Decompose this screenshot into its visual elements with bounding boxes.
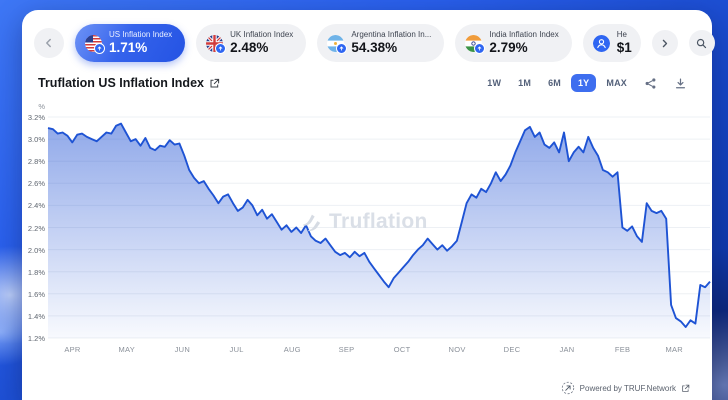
- external-link-icon: [682, 384, 690, 392]
- range-button-6m[interactable]: 6M: [548, 78, 561, 88]
- y-axis-label: 2.0%: [27, 245, 45, 255]
- x-axis-label: MAY: [118, 345, 136, 354]
- x-axis-label: JUN: [174, 345, 191, 354]
- card-label: He: [616, 30, 627, 40]
- card-india-inflation[interactable]: India Inflation Index 2.79%: [455, 24, 572, 62]
- app-window: US Inflation Index 1.71%: [22, 10, 715, 400]
- prev-cards-button[interactable]: [34, 28, 64, 58]
- page-title-text: Truflation US Inflation Index: [38, 76, 204, 90]
- range-button-1w[interactable]: 1W: [487, 78, 502, 88]
- card-label: UK Inflation Index: [230, 30, 294, 40]
- chevron-right-icon: [663, 39, 668, 47]
- y-axis-label: 3.0%: [27, 135, 45, 145]
- x-axis-label: NOV: [448, 345, 466, 354]
- range-button-max[interactable]: MAX: [606, 78, 627, 88]
- india-flag-icon: [465, 34, 486, 54]
- card-label: Argentina Inflation In...: [351, 30, 432, 40]
- chart-header-row: Truflation US Inflation Index 1W 1M 6M 1Y MA…: [38, 71, 694, 95]
- external-link-icon[interactable]: [209, 78, 220, 89]
- trend-badge-icon: [215, 42, 227, 54]
- powered-by-text: Powered by TRUF.Network: [579, 383, 676, 393]
- y-axis-label: 2.2%: [27, 223, 45, 233]
- y-axis-label: 1.4%: [27, 311, 45, 321]
- x-axis-label: DEC: [503, 345, 521, 354]
- range-buttons: 1W 1M 6M 1Y MAX: [480, 74, 634, 92]
- series-line: [47, 122, 711, 328]
- y-axis-label: 1.8%: [27, 267, 45, 277]
- x-axis-label: JAN: [559, 345, 575, 354]
- card-label: India Inflation Index: [489, 30, 559, 40]
- uk-flag-icon: [206, 34, 227, 54]
- card-value: 2.48%: [230, 39, 269, 55]
- y-axis-label: 2.8%: [27, 157, 45, 167]
- y-axis-label: 2.6%: [27, 179, 45, 189]
- chevron-left-icon: [46, 38, 51, 48]
- x-axis-label: SEP: [338, 345, 355, 354]
- truf-network-logo-icon: [561, 381, 574, 395]
- trend-badge-icon: [336, 42, 348, 54]
- card-value: 54.38%: [351, 39, 398, 55]
- card-value: 2.79%: [489, 39, 528, 55]
- download-button[interactable]: [667, 75, 694, 92]
- x-axis-label: AUG: [283, 345, 301, 354]
- trend-badge-icon: [474, 42, 486, 54]
- card-value: 1.71%: [109, 39, 148, 55]
- argentina-flag-icon: [327, 34, 348, 54]
- x-axis-label: OCT: [393, 345, 411, 354]
- share-button[interactable]: [637, 75, 664, 92]
- page-title: Truflation US Inflation Index: [38, 76, 220, 90]
- next-cards-button[interactable]: [651, 30, 678, 56]
- x-axis-label: MAR: [665, 345, 684, 354]
- card-argentina-inflation[interactable]: Argentina Inflation In... 54.38%: [317, 24, 445, 62]
- x-axis-label: APR: [64, 345, 81, 354]
- search-icon: [697, 38, 707, 48]
- y-axis-label: 1.6%: [27, 289, 45, 299]
- share-icon: [645, 77, 656, 89]
- range-button-1m[interactable]: 1M: [518, 78, 532, 88]
- download-icon: [675, 77, 686, 88]
- card-label: US Inflation Index: [109, 30, 173, 40]
- powered-by[interactable]: Powered by TRUF.Network: [561, 381, 690, 395]
- range-button-1y[interactable]: 1Y: [570, 74, 597, 92]
- range-selector: 1W 1M 6M 1Y MAX: [480, 74, 694, 92]
- person-icon: [592, 34, 610, 52]
- series-area: [48, 123, 710, 338]
- trend-badge-icon: [94, 42, 105, 54]
- card-partial[interactable]: He $1: [582, 24, 641, 62]
- search-button[interactable]: [688, 30, 715, 56]
- card-value: $1: [616, 39, 632, 55]
- y-axis-label: 2.4%: [27, 201, 45, 211]
- x-axis-label: FEB: [614, 345, 631, 354]
- x-axis-label: JUL: [229, 345, 244, 354]
- y-axis-unit: %: [38, 102, 45, 111]
- index-cards-bar: US Inflation Index 1.71%: [34, 23, 715, 63]
- y-axis-label: 1.2%: [27, 334, 45, 343]
- card-us-inflation[interactable]: US Inflation Index 1.71%: [75, 24, 186, 62]
- y-axis-label: 3.2%: [27, 113, 45, 122]
- card-uk-inflation[interactable]: UK Inflation Index 2.48%: [196, 24, 307, 62]
- inflation-area-chart[interactable]: [47, 116, 711, 339]
- us-flag-icon: [85, 34, 105, 54]
